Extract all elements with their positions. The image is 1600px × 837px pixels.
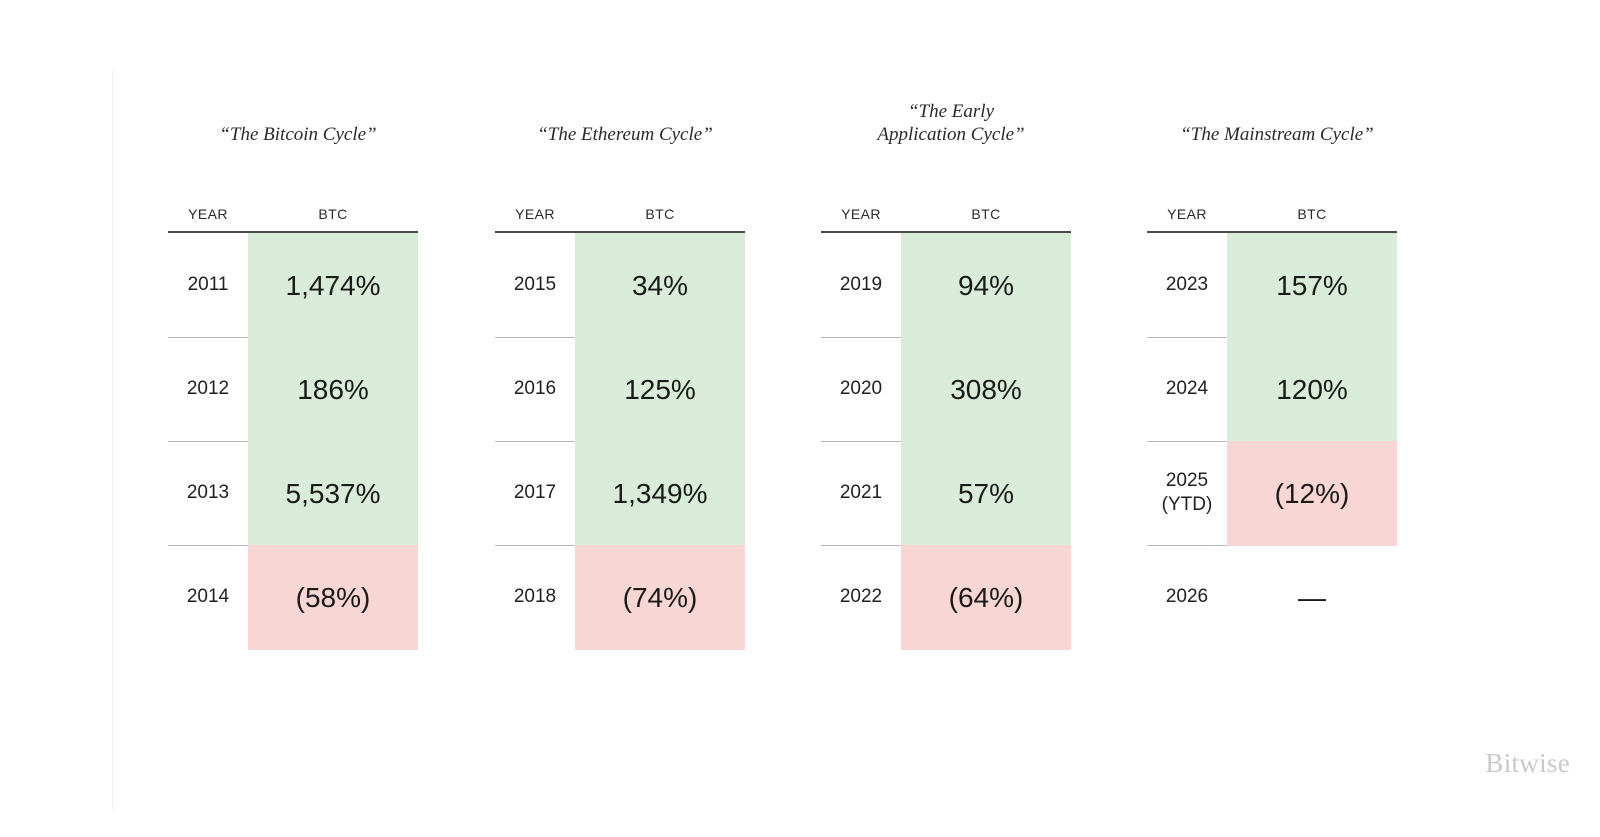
- cycle-table: “The Early Application Cycle” YEAR BTC 2019…: [821, 0, 1071, 837]
- btc-return-cell: —: [1298, 581, 1326, 613]
- table-row: 2020 308%: [821, 337, 1071, 442]
- row-divider: [1147, 545, 1227, 546]
- btc-return-cell: 94%: [901, 233, 1071, 338]
- btc-return-cell: 308%: [901, 337, 1071, 442]
- btc-column-header: BTC: [318, 206, 348, 222]
- btc-column-header: BTC: [645, 206, 675, 222]
- year-cell: 2013: [186, 482, 230, 503]
- btc-return-cell: (58%): [248, 545, 418, 650]
- btc-return-cell: 157%: [1227, 233, 1397, 338]
- btc-return-cell: 120%: [1227, 337, 1397, 442]
- btc-return-cell: 125%: [575, 337, 745, 442]
- table-row: 2013 5,537%: [168, 441, 418, 546]
- table-row: 2014 (58%): [168, 545, 418, 650]
- year-cell: 2022: [839, 586, 883, 607]
- table-row: 2017 1,349%: [495, 441, 745, 546]
- year-cell: 2021: [839, 482, 883, 503]
- table-row: 2023 157%: [1147, 233, 1397, 338]
- btc-return-cell: 1,349%: [575, 441, 745, 546]
- year-cell: 2025 (YTD): [1161, 470, 1213, 515]
- year-column-header: YEAR: [515, 206, 555, 222]
- btc-column-header: BTC: [971, 206, 1001, 222]
- cycle-table: “The Ethereum Cycle” YEAR BTC 2015 34% 2016 12…: [495, 0, 745, 837]
- bitwise-logo: Bitwise: [1485, 748, 1570, 778]
- table-row: 2016 125%: [495, 337, 745, 442]
- btc-return-cell: (64%): [901, 545, 1071, 650]
- header-rule: [168, 231, 418, 233]
- btc-return-cell: 186%: [248, 337, 418, 442]
- table-row: 2021 57%: [821, 441, 1071, 546]
- year-cell: 2018: [513, 586, 557, 607]
- year-column-header: YEAR: [1167, 206, 1207, 222]
- year-column-header: YEAR: [188, 206, 228, 222]
- btc-column-header: BTC: [1297, 206, 1327, 222]
- year-cell: 2024: [1165, 378, 1209, 399]
- cycle-title: “The Mainstream Cycle”: [1180, 124, 1374, 145]
- btc-return-cell: 34%: [575, 233, 745, 338]
- cycle-title: “The Bitcoin Cycle”: [219, 124, 377, 145]
- year-cell: 2017: [513, 482, 557, 503]
- table-row: 2011 1,474%: [168, 233, 418, 338]
- btc-return-cell: 1,474%: [248, 233, 418, 338]
- header-rule: [495, 231, 745, 233]
- header-rule: [1147, 231, 1397, 233]
- year-cell: 2012: [186, 378, 230, 399]
- year-cell: 2015: [513, 274, 557, 295]
- cycle-table: “The Mainstream Cycle” YEAR BTC 2023 157% 202…: [1147, 0, 1397, 837]
- year-column-header: YEAR: [841, 206, 881, 222]
- year-cell: 2023: [1165, 274, 1209, 295]
- year-cell: 2011: [187, 274, 229, 295]
- cycle-title: “The Ethereum Cycle”: [537, 124, 713, 145]
- left-edge-line: [112, 70, 113, 810]
- table-row: 2024 120%: [1147, 337, 1397, 442]
- btc-return-cell: (74%): [575, 545, 745, 650]
- btc-return-cell: 57%: [901, 441, 1071, 546]
- table-row: 2012 186%: [168, 337, 418, 442]
- cycle-table: “The Bitcoin Cycle” YEAR BTC 2011 1,474% 2012…: [168, 0, 418, 837]
- year-cell: 2014: [186, 586, 230, 607]
- header-rule: [821, 231, 1071, 233]
- table-row: 2015 34%: [495, 233, 745, 338]
- table-row: 2018 (74%): [495, 545, 745, 650]
- table-row: 2026 —: [1147, 545, 1397, 650]
- year-cell: 2020: [839, 378, 883, 399]
- table-row: 2025 (YTD) (12%): [1147, 441, 1397, 546]
- btc-return-cell: 5,537%: [248, 441, 418, 546]
- year-cell: 2019: [839, 274, 883, 295]
- cycle-title: “The Early Application Cycle”: [877, 101, 1025, 145]
- table-row: 2022 (64%): [821, 545, 1071, 650]
- year-cell: 2026: [1165, 586, 1209, 607]
- year-cell: 2016: [513, 378, 557, 399]
- table-row: 2019 94%: [821, 233, 1071, 338]
- btc-return-cell: (12%): [1227, 441, 1397, 546]
